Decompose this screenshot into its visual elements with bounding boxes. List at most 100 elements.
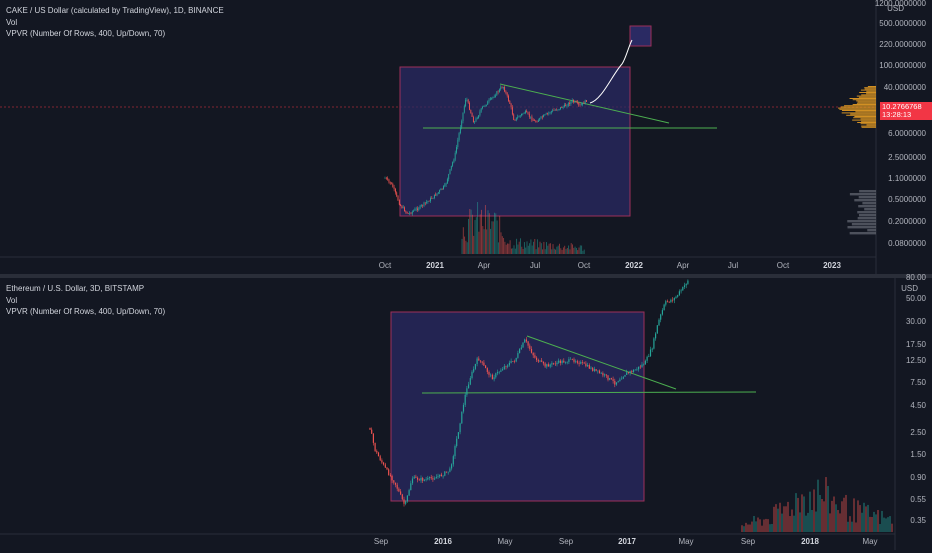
price-axis[interactable]: 80.00 50.00 30.00 17.50 12.50 7.50 4.50 … <box>896 273 932 534</box>
highlight-box[interactable] <box>399 66 631 217</box>
symbol-title[interactable]: Ethereum / U.S. Dollar, 3D, BITSTAMP <box>6 284 145 293</box>
vpvr-indicator-label[interactable]: VPVR (Number Of Rows, 400, Up/Down, 70) <box>6 307 166 316</box>
price-tick: 0.2000000 <box>888 217 926 226</box>
candle-body <box>519 115 521 117</box>
volume-bar <box>861 512 863 532</box>
vpvr-row <box>861 126 876 128</box>
candle-body <box>510 103 512 108</box>
candle-body <box>661 310 663 315</box>
candle-body <box>432 197 434 199</box>
time-axis[interactable]: Oct 2021 Apr Jul Oct 2022 Apr Jul Oct 20… <box>0 261 876 277</box>
volume-bar <box>533 241 534 254</box>
candle-body <box>457 432 459 439</box>
vpvr-row <box>857 101 876 103</box>
volume-bar <box>769 524 771 532</box>
candle-body <box>483 362 485 366</box>
volume-bar <box>853 498 855 532</box>
candle-body <box>481 361 483 363</box>
candle-body <box>520 347 522 350</box>
candle-body <box>583 102 585 104</box>
eth-chart-canvas[interactable] <box>0 278 932 550</box>
candle-body <box>411 478 414 484</box>
candle-body <box>583 362 585 364</box>
price-axis[interactable]: 1200.0000000 500.0000000 220.0000000 100… <box>875 0 932 257</box>
volume-bar <box>570 243 572 254</box>
pane-divider[interactable] <box>0 274 932 278</box>
candle-body <box>437 476 439 478</box>
candle-body <box>493 377 495 380</box>
volume-bar <box>757 517 759 532</box>
volume-bar <box>556 246 558 254</box>
volume-bar <box>547 245 549 254</box>
volume-bar <box>849 516 851 532</box>
candle-body <box>682 286 684 291</box>
candle-body <box>402 207 404 208</box>
eth-chart-pane[interactable]: Ethereum / U.S. Dollar, 3D, BITSTAMP Vol… <box>0 273 932 553</box>
trend-line[interactable] <box>526 335 677 390</box>
volume-bar <box>514 248 516 254</box>
volume-indicator-label[interactable]: Vol <box>6 17 18 27</box>
candle-body <box>527 112 529 114</box>
time-tick: May <box>678 537 694 546</box>
candle-body <box>468 384 470 389</box>
highlight-box[interactable] <box>390 311 645 502</box>
projection-path[interactable] <box>589 39 633 104</box>
vpvr-row <box>861 120 876 122</box>
volume-bars <box>741 477 893 532</box>
volume-bar <box>560 248 562 254</box>
candle-body <box>454 152 456 160</box>
vpvr-row <box>867 229 876 232</box>
volume-bar <box>825 477 827 532</box>
cake-chart-pane[interactable]: CAKE / US Dollar (calculated by TradingV… <box>0 0 932 274</box>
volume-bar <box>522 249 524 254</box>
price-tick: 50.00 <box>905 294 926 303</box>
candle-body <box>558 360 560 363</box>
candle-body <box>673 297 675 301</box>
volume-bar <box>831 500 833 532</box>
volume-bar <box>468 218 469 254</box>
candle-body <box>426 201 428 203</box>
volume-bar <box>789 516 791 532</box>
candle-body <box>518 116 520 118</box>
candle-body <box>524 339 526 343</box>
volume-bar <box>779 502 781 532</box>
support-line[interactable] <box>421 391 757 394</box>
candle-body <box>376 451 378 453</box>
candle-body <box>397 195 399 201</box>
candle-body <box>529 345 531 349</box>
vpvr-row <box>857 122 876 123</box>
candle-body <box>544 363 546 367</box>
volume-bar <box>503 237 505 254</box>
candle-body <box>430 477 432 479</box>
candle-body <box>459 127 461 134</box>
vpvr-row <box>852 104 876 105</box>
candle-body <box>553 110 555 111</box>
candle-body <box>475 118 477 122</box>
volume-bar <box>534 239 536 254</box>
trend-line[interactable] <box>499 83 670 124</box>
candle-body <box>388 469 390 476</box>
symbol-title[interactable]: CAKE / US Dollar (calculated by TradingV… <box>6 6 224 15</box>
cake-chart-canvas[interactable] <box>0 0 932 274</box>
price-tick: 0.90 <box>910 473 926 482</box>
target-box[interactable] <box>629 25 652 47</box>
volume-bar <box>521 246 523 254</box>
candle-body <box>580 104 582 106</box>
candle-body <box>381 460 383 463</box>
volume-indicator-label[interactable]: Vol <box>6 295 18 305</box>
candle-body <box>658 319 660 326</box>
candle-body <box>440 188 442 191</box>
volume-bar <box>887 517 889 532</box>
candle-body <box>456 438 458 447</box>
candle-body <box>493 96 495 98</box>
time-axis[interactable]: Sep 2016 May Sep 2017 May Sep 2018 May <box>0 537 895 553</box>
candle-body <box>551 363 553 365</box>
time-tick: Oct <box>577 261 591 270</box>
candle-body <box>527 341 529 346</box>
vpvr-row <box>853 117 876 119</box>
volume-bar <box>785 506 787 532</box>
current-price-value: 10.2766768 <box>882 102 922 111</box>
candle-body <box>408 490 410 496</box>
vpvr-indicator-label[interactable]: VPVR (Number Of Rows, 400, Up/Down, 70) <box>6 29 166 38</box>
candle-body <box>557 109 559 111</box>
